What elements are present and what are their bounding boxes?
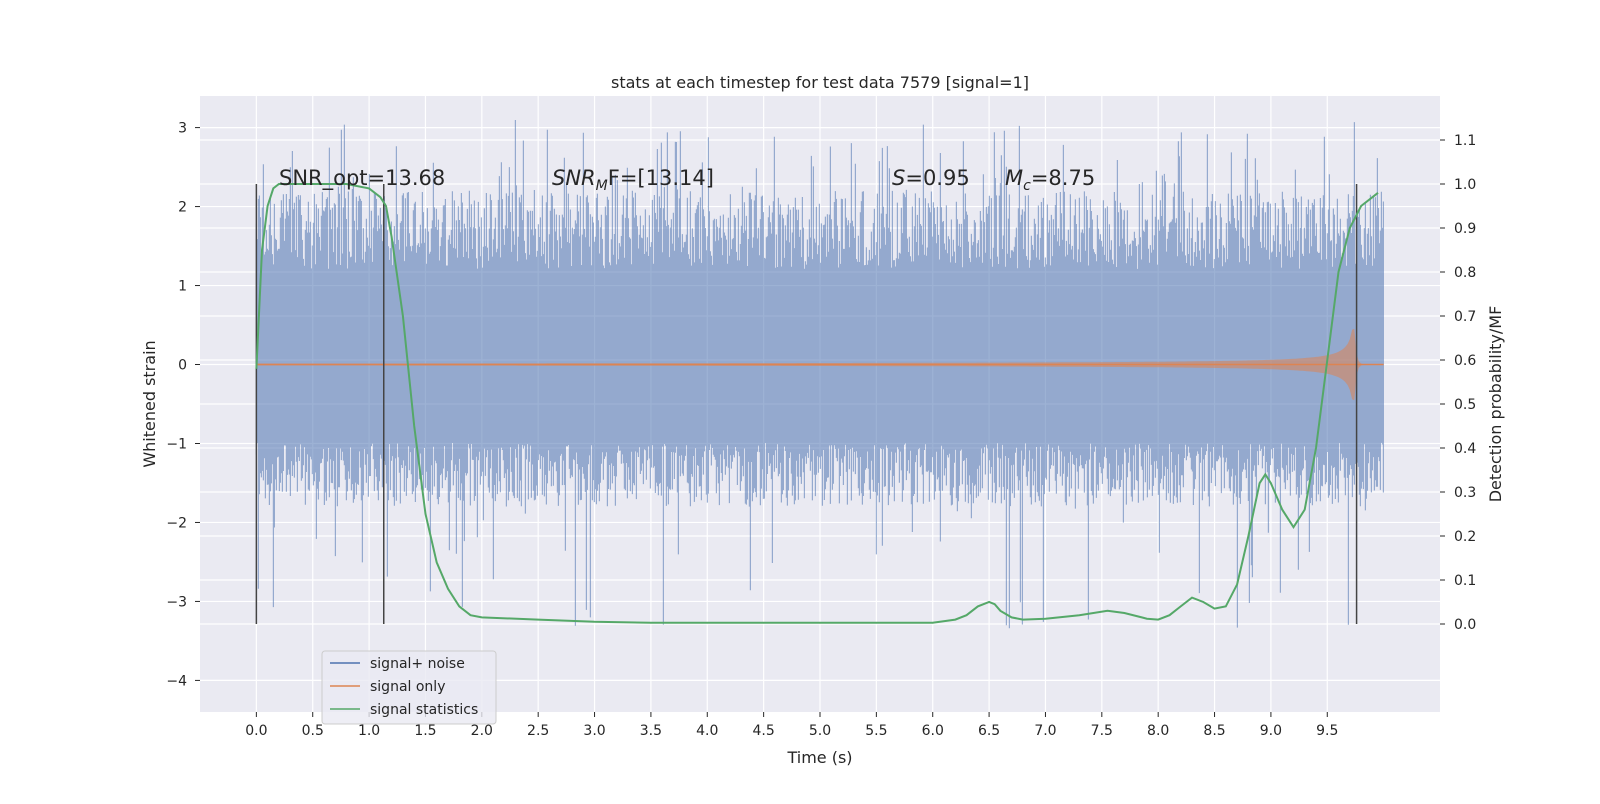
y-tick-label-right: 0.9	[1454, 221, 1476, 237]
legend-box	[321, 650, 497, 725]
y-tick-label-right: 0.7	[1454, 309, 1476, 325]
annotation-snr-opt: SNR_opt=13.68	[279, 166, 445, 191]
x-tick-label: 3.5	[640, 723, 662, 739]
legend-label-signal-noise: signal+ noise	[370, 656, 465, 672]
x-tick-label: 8.5	[1203, 723, 1225, 739]
legend: signal+ noise signal only signal statist…	[321, 650, 497, 725]
x-tick-label: 0.0	[245, 723, 267, 739]
marker-lines	[255, 184, 1358, 624]
y-tick-label-left: −3	[166, 594, 187, 610]
y-tick-label-left: 3	[178, 121, 187, 137]
y-tick-label-right: 0.2	[1454, 529, 1476, 545]
x-tick-label: 7.0	[1034, 723, 1056, 739]
x-tick-label: 5.0	[809, 723, 831, 739]
y-tick-label-right: 1.1	[1454, 133, 1476, 149]
y-tick-label-left: 1	[178, 279, 187, 295]
x-tick-label: 6.5	[978, 723, 1000, 739]
x-tick-label: 1.5	[414, 723, 436, 739]
x-tick-label: 0.5	[302, 723, 324, 739]
y-axis-label-right: Detection probability/MF	[1486, 306, 1505, 503]
y-tick-label-right: 0.6	[1454, 353, 1476, 369]
y-tick-label-right: 0.4	[1454, 441, 1476, 457]
signal-statistics-series	[255, 183, 1379, 624]
annotation-snr-mf: SNRMF=[13.14]	[552, 166, 714, 194]
y-tick-label-right: 0.1	[1454, 573, 1476, 589]
x-tick-label: 9.5	[1316, 723, 1338, 739]
x-tick-label: 8.0	[1147, 723, 1169, 739]
x-tick-label: 4.5	[753, 723, 775, 739]
x-tick-label: 9.0	[1260, 723, 1282, 739]
y-tick-label-right: 0.8	[1454, 265, 1476, 281]
y-tick-label-left: 2	[178, 200, 187, 216]
y-tick-label-left: −4	[166, 673, 187, 689]
y-tick-label-left: 0	[178, 358, 187, 374]
x-tick-label: 1.0	[358, 723, 380, 739]
x-tick-label: 2.0	[471, 723, 493, 739]
y-tick-label-right: 0.5	[1454, 397, 1476, 413]
y-tick-label-left: −2	[166, 515, 187, 531]
y-axis-label-left: Whitened strain	[140, 340, 159, 467]
x-tick-label: 7.5	[1091, 723, 1113, 739]
x-tick-label: 2.5	[527, 723, 549, 739]
legend-label-signal-only: signal only	[370, 679, 445, 695]
x-axis-label: Time (s)	[786, 748, 852, 767]
annotation-s: S=0.95	[892, 166, 970, 190]
x-tick-label: 6.0	[922, 723, 944, 739]
y-tick-label-right: 0.3	[1454, 485, 1476, 501]
x-tick-label: 3.0	[583, 723, 605, 739]
x-tick-label: 4.0	[696, 723, 718, 739]
signal-statistics-line	[255, 183, 1379, 624]
chart-title: stats at each timestep for test data 757…	[611, 73, 1029, 92]
y-tick-label-left: −1	[166, 436, 187, 452]
signal-only-series	[256, 328, 1384, 401]
tick-labels: 0.0 0.5 1.0 1.5 2.0 2.5 3.0 3.5 4.0 4.5 5.0 5.5 6.0 6…	[166, 121, 1476, 739]
x-tick-label: 5.5	[865, 723, 887, 739]
legend-label-signal-statistics: signal statistics	[370, 702, 478, 718]
annotation-mc: Mc=8.75	[1005, 166, 1095, 194]
y-tick-label-right: 0.0	[1454, 617, 1476, 633]
y-tick-label-right: 1.0	[1454, 177, 1476, 193]
